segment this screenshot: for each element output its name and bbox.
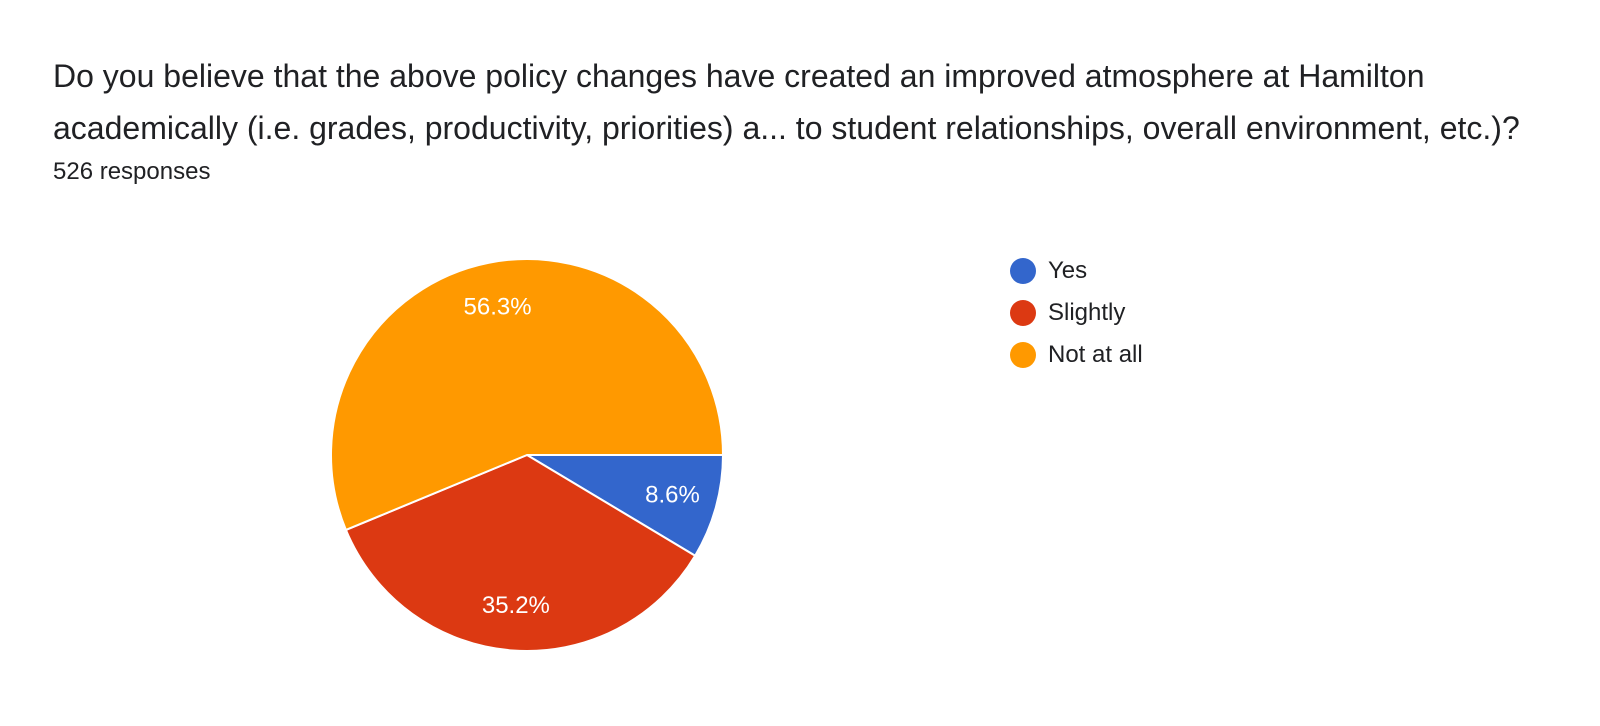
pie-slice-slightly[interactable] [344,453,697,652]
response-count: 526 responses [53,158,211,185]
legend-label-slightly: Slightly [1048,299,1126,326]
pie-slice-not-at-all[interactable] [330,258,725,532]
legend-swatch-yes [1010,258,1036,284]
pie-label-not-at-all: 56.3% [464,293,532,320]
legend-swatch-slightly [1010,300,1036,326]
legend-label-yes: Yes [1048,257,1088,284]
legend-item-yes[interactable]: Yes [1010,250,1143,292]
legend-item-slightly[interactable]: Slightly [1010,292,1143,334]
question-title: Do you believe that the above policy cha… [53,50,1583,154]
question-line-1: Do you believe that the above policy cha… [53,58,1425,94]
chart-legend: Yes Slightly Not at all [1010,250,1143,376]
legend-item-not-at-all[interactable]: Not at all [1010,334,1143,376]
pie-slice-yes[interactable] [523,454,725,558]
pie-label-slightly: 35.2% [482,592,550,619]
question-line-2: academically (i.e. grades, productivity,… [53,110,1520,146]
legend-swatch-not-at-all [1010,342,1036,368]
legend-label-not-at-all: Not at all [1048,341,1143,368]
pie-label-yes: 8.6% [645,482,700,509]
